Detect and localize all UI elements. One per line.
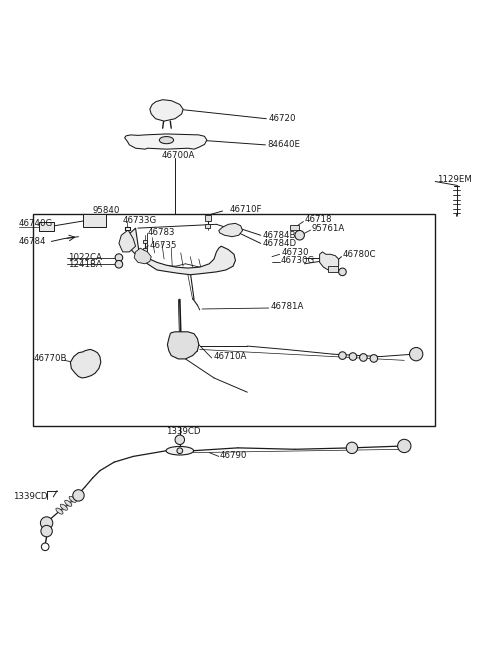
Bar xyxy=(33,214,435,426)
Text: 95761A: 95761A xyxy=(312,224,345,233)
Text: 46784B: 46784B xyxy=(263,231,296,239)
Text: 46700A: 46700A xyxy=(162,152,195,160)
Circle shape xyxy=(115,254,123,261)
Circle shape xyxy=(346,442,358,453)
Circle shape xyxy=(397,440,411,453)
Text: 46770B: 46770B xyxy=(33,354,67,363)
Text: 46790: 46790 xyxy=(220,451,247,460)
Polygon shape xyxy=(150,100,183,121)
Bar xyxy=(204,215,211,220)
Text: 46740G: 46740G xyxy=(19,219,53,228)
Text: 46710F: 46710F xyxy=(230,205,262,214)
Bar xyxy=(39,222,54,231)
Text: 46710A: 46710A xyxy=(213,352,246,361)
Circle shape xyxy=(177,448,183,453)
Text: 1339CD: 1339CD xyxy=(166,427,200,436)
Circle shape xyxy=(295,230,304,240)
Circle shape xyxy=(370,355,378,362)
Circle shape xyxy=(41,543,49,550)
Bar xyxy=(143,239,147,243)
Text: 46720: 46720 xyxy=(269,114,296,123)
Ellipse shape xyxy=(65,501,72,506)
Text: 46784D: 46784D xyxy=(263,239,297,248)
Ellipse shape xyxy=(73,493,81,499)
Text: 1241BA: 1241BA xyxy=(68,260,101,269)
Ellipse shape xyxy=(60,504,67,510)
Polygon shape xyxy=(320,252,339,270)
Bar xyxy=(205,224,210,228)
Circle shape xyxy=(40,517,53,529)
Circle shape xyxy=(41,525,52,537)
Bar xyxy=(143,248,147,252)
Text: 84640E: 84640E xyxy=(267,140,300,150)
Circle shape xyxy=(339,352,346,359)
Circle shape xyxy=(349,353,357,360)
Text: 1022CA: 1022CA xyxy=(68,253,101,262)
Circle shape xyxy=(115,260,123,268)
Text: 1339CD: 1339CD xyxy=(13,493,48,501)
Circle shape xyxy=(339,268,346,276)
Circle shape xyxy=(409,348,423,361)
Polygon shape xyxy=(125,134,207,149)
Bar xyxy=(83,214,106,227)
Text: 46735: 46735 xyxy=(150,241,177,250)
Circle shape xyxy=(175,435,184,445)
Ellipse shape xyxy=(166,447,193,455)
Circle shape xyxy=(73,490,84,501)
Polygon shape xyxy=(128,228,235,275)
Text: 46780C: 46780C xyxy=(342,250,376,258)
Text: 95840: 95840 xyxy=(93,205,120,215)
Polygon shape xyxy=(134,248,151,264)
Text: 46718: 46718 xyxy=(304,215,332,224)
Polygon shape xyxy=(219,223,242,237)
Circle shape xyxy=(360,354,367,361)
Text: 46730: 46730 xyxy=(282,249,309,257)
Polygon shape xyxy=(71,350,101,378)
Polygon shape xyxy=(168,332,199,359)
Ellipse shape xyxy=(69,497,76,502)
Polygon shape xyxy=(119,230,135,252)
Bar xyxy=(328,266,338,272)
Text: 46733G: 46733G xyxy=(123,216,157,225)
Bar xyxy=(290,225,299,230)
Ellipse shape xyxy=(159,136,174,144)
Text: 46781A: 46781A xyxy=(270,302,303,311)
Text: 1129EM: 1129EM xyxy=(437,175,471,184)
Text: 46784: 46784 xyxy=(19,237,47,246)
Text: 46730G: 46730G xyxy=(281,256,315,265)
Ellipse shape xyxy=(56,508,63,514)
Text: 46783: 46783 xyxy=(147,228,175,237)
